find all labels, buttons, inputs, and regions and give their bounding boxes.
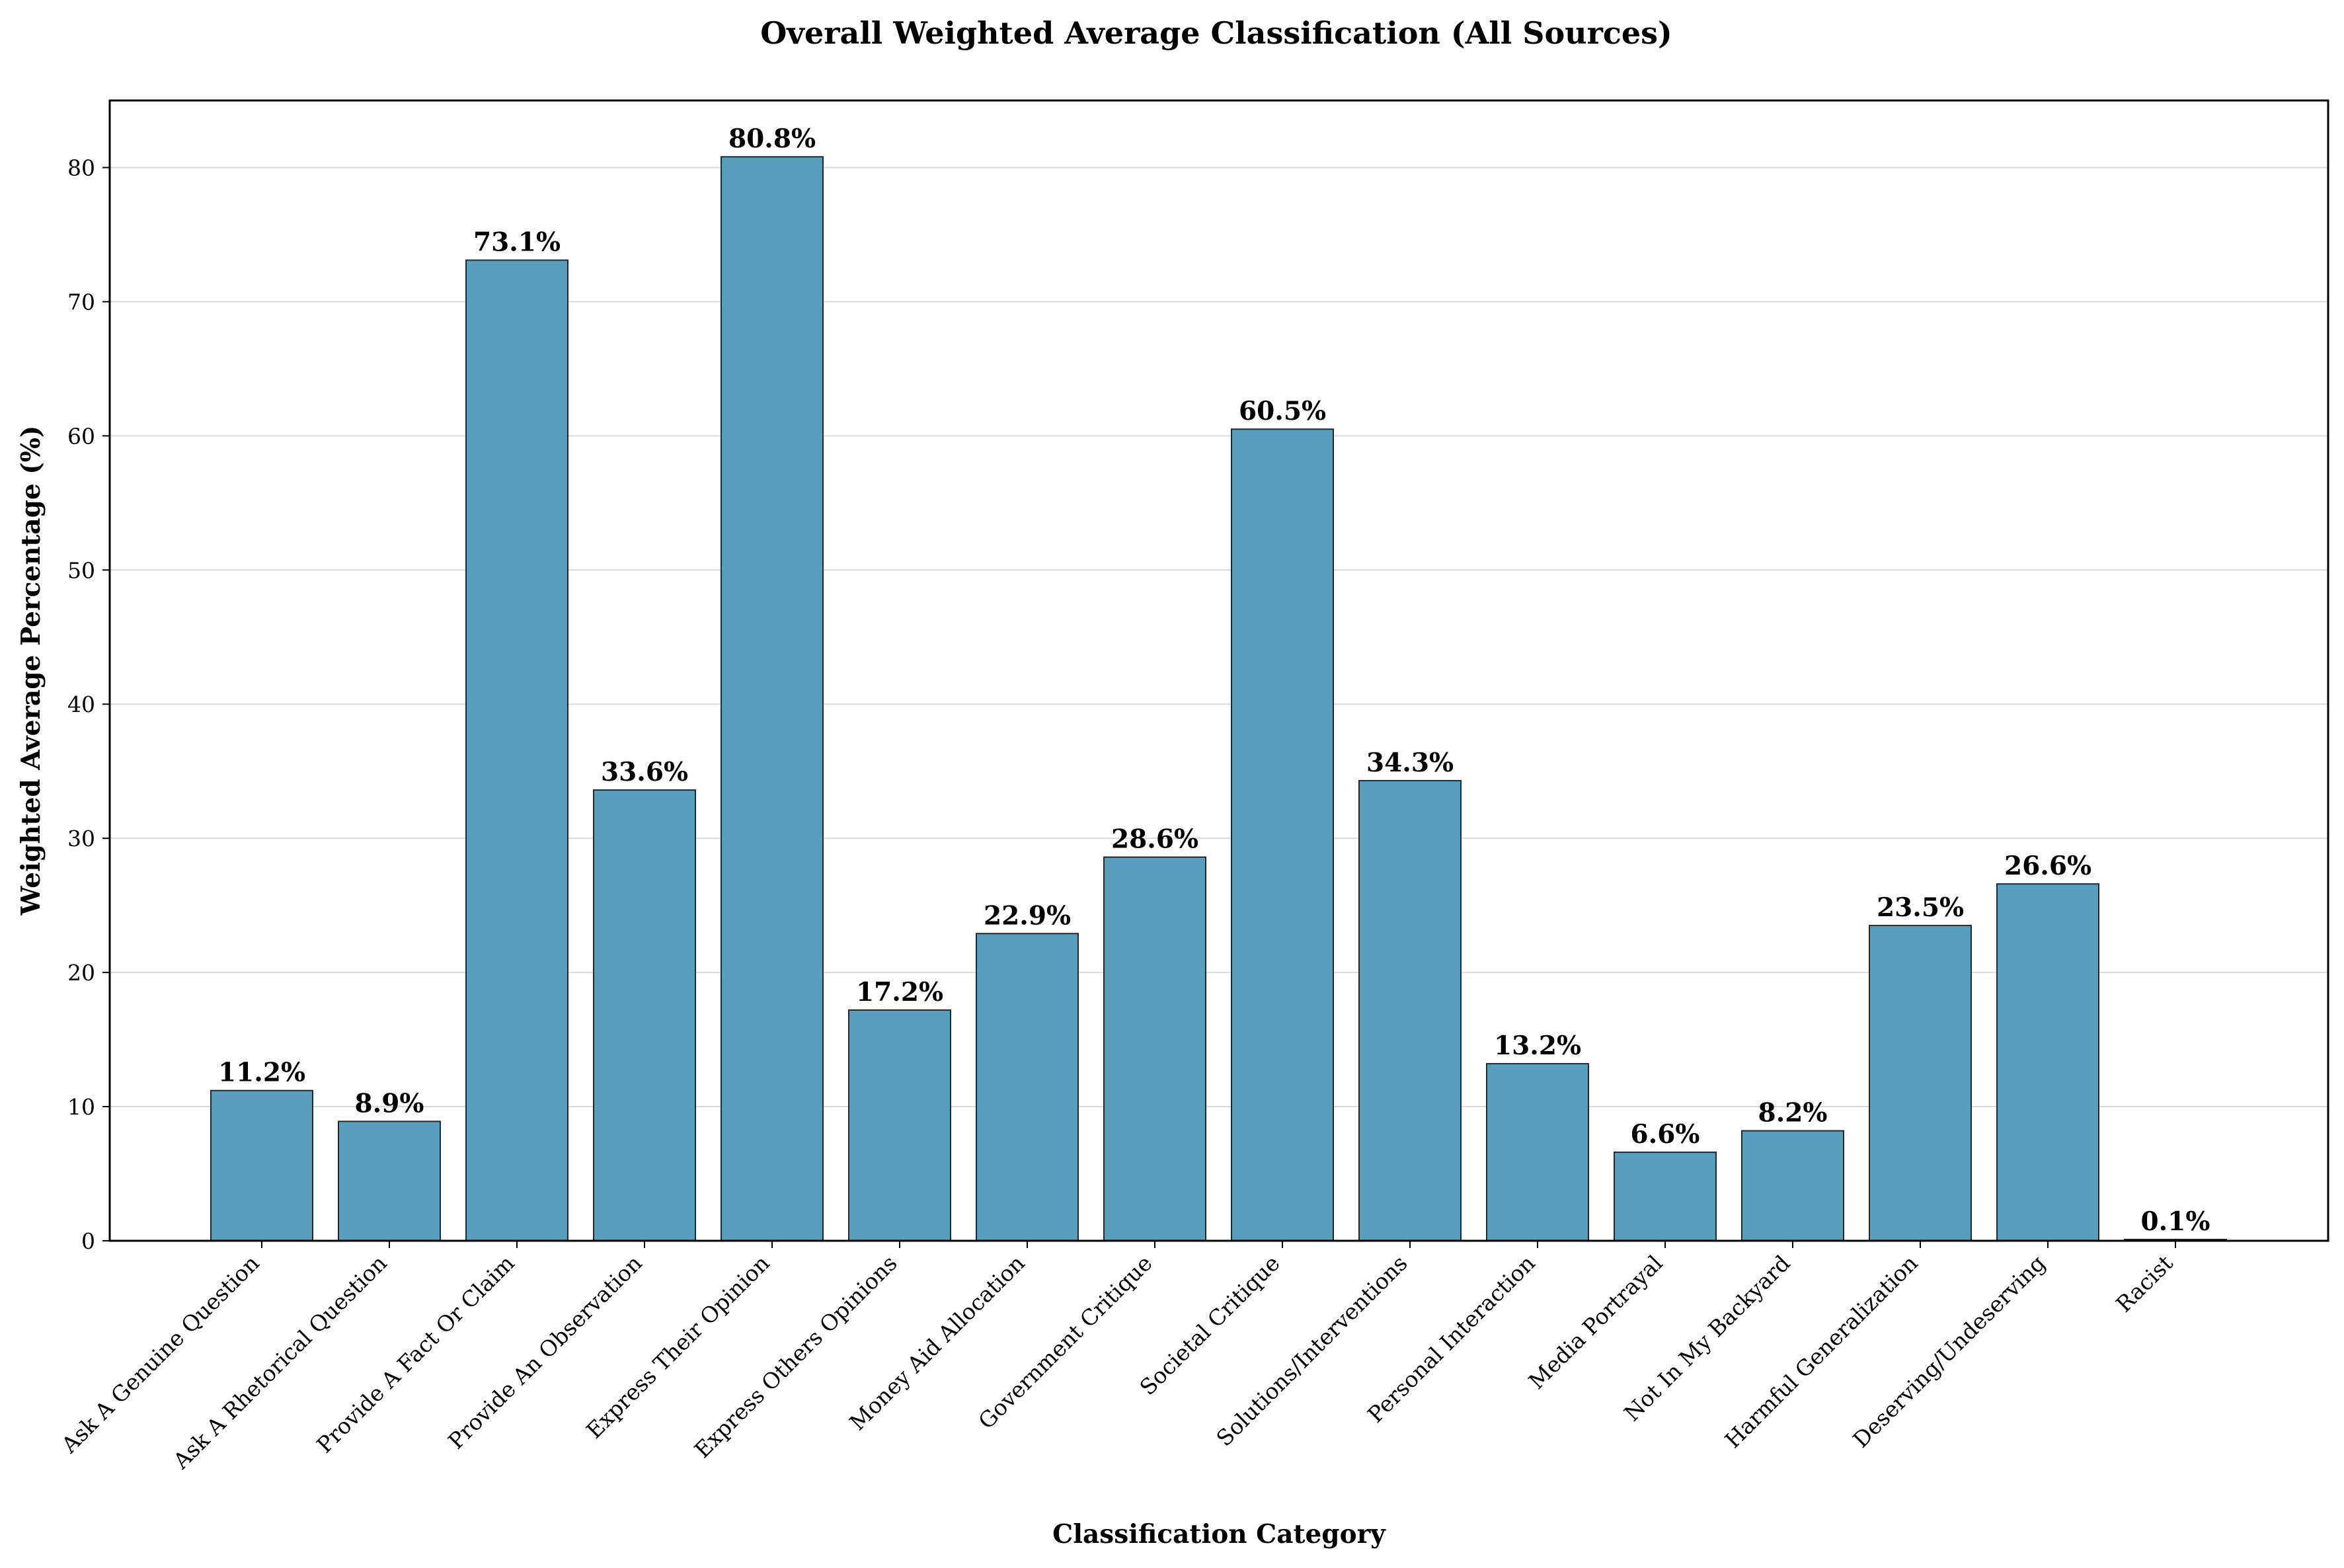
y-tick-label: 20 <box>67 960 95 986</box>
bar <box>976 933 1079 1241</box>
bar <box>1614 1152 1717 1242</box>
value-label: 6.6% <box>1631 1119 1700 1150</box>
value-label: 13.2% <box>1494 1031 1581 1061</box>
y-tick-label: 10 <box>67 1094 95 1120</box>
value-label: 17.2% <box>856 977 943 1007</box>
x-tick-label: Racist <box>2111 1250 2177 1317</box>
y-axis-ticks: 0 10 20 30 40 50 60 70 80 <box>67 155 110 1254</box>
plot-frame <box>108 99 2329 1242</box>
value-label: 22.9% <box>984 900 1071 931</box>
value-label: 11.2% <box>218 1058 305 1088</box>
x-tick-label: Media Portrayal <box>1524 1250 1668 1394</box>
value-labels: 11.2% 8.9% 73.1% 33.6% 80.8% 17.2% 22.9% 28.6% 6… <box>218 124 2210 1237</box>
bar <box>338 1120 441 1241</box>
bar <box>1103 856 1206 1241</box>
value-label: 80.8% <box>728 124 816 154</box>
x-tick-label: Express Others Opinions <box>689 1250 902 1463</box>
bar <box>593 789 696 1241</box>
y-axis-label: Weighted Average Percentage (%) <box>16 426 46 916</box>
bar <box>848 1009 951 1241</box>
value-label: 26.6% <box>2004 851 2091 881</box>
bar <box>210 1089 313 1242</box>
value-label: 0.1% <box>2141 1206 2210 1237</box>
bar <box>1358 779 1462 1241</box>
value-label: 73.1% <box>473 227 561 258</box>
y-tick-label: 60 <box>67 423 95 449</box>
grid-lines <box>110 167 2328 1108</box>
value-label: 23.5% <box>1877 892 1964 923</box>
bar <box>1996 883 2099 1242</box>
bar <box>1486 1063 1589 1242</box>
x-axis-label: Classification Category <box>1052 1519 1386 1549</box>
y-tick-label: 30 <box>67 826 95 851</box>
bar <box>1231 428 1334 1241</box>
y-tick-label: 50 <box>67 557 95 583</box>
bar <box>1741 1130 1844 1242</box>
chart-title: Overall Weighted Average Classification … <box>760 15 1672 51</box>
y-tick-label: 80 <box>67 155 95 180</box>
y-tick-label: 40 <box>67 691 95 717</box>
value-label: 33.6% <box>601 757 688 787</box>
y-tick-label: 70 <box>67 289 95 315</box>
value-label: 8.2% <box>1758 1098 1828 1128</box>
bar <box>1869 925 1972 1242</box>
value-label: 28.6% <box>1111 824 1198 855</box>
x-tick-label: Societal Critique <box>1134 1250 1284 1400</box>
bar <box>465 259 568 1241</box>
bars <box>210 156 2227 1242</box>
value-label: 8.9% <box>355 1088 424 1118</box>
value-label: 34.3% <box>1366 748 1454 778</box>
bar <box>721 156 824 1241</box>
y-tick-label: 0 <box>81 1228 95 1254</box>
value-label: 60.5% <box>1239 396 1326 426</box>
x-tick-label: Ask A Rhetorical Question <box>168 1250 392 1474</box>
